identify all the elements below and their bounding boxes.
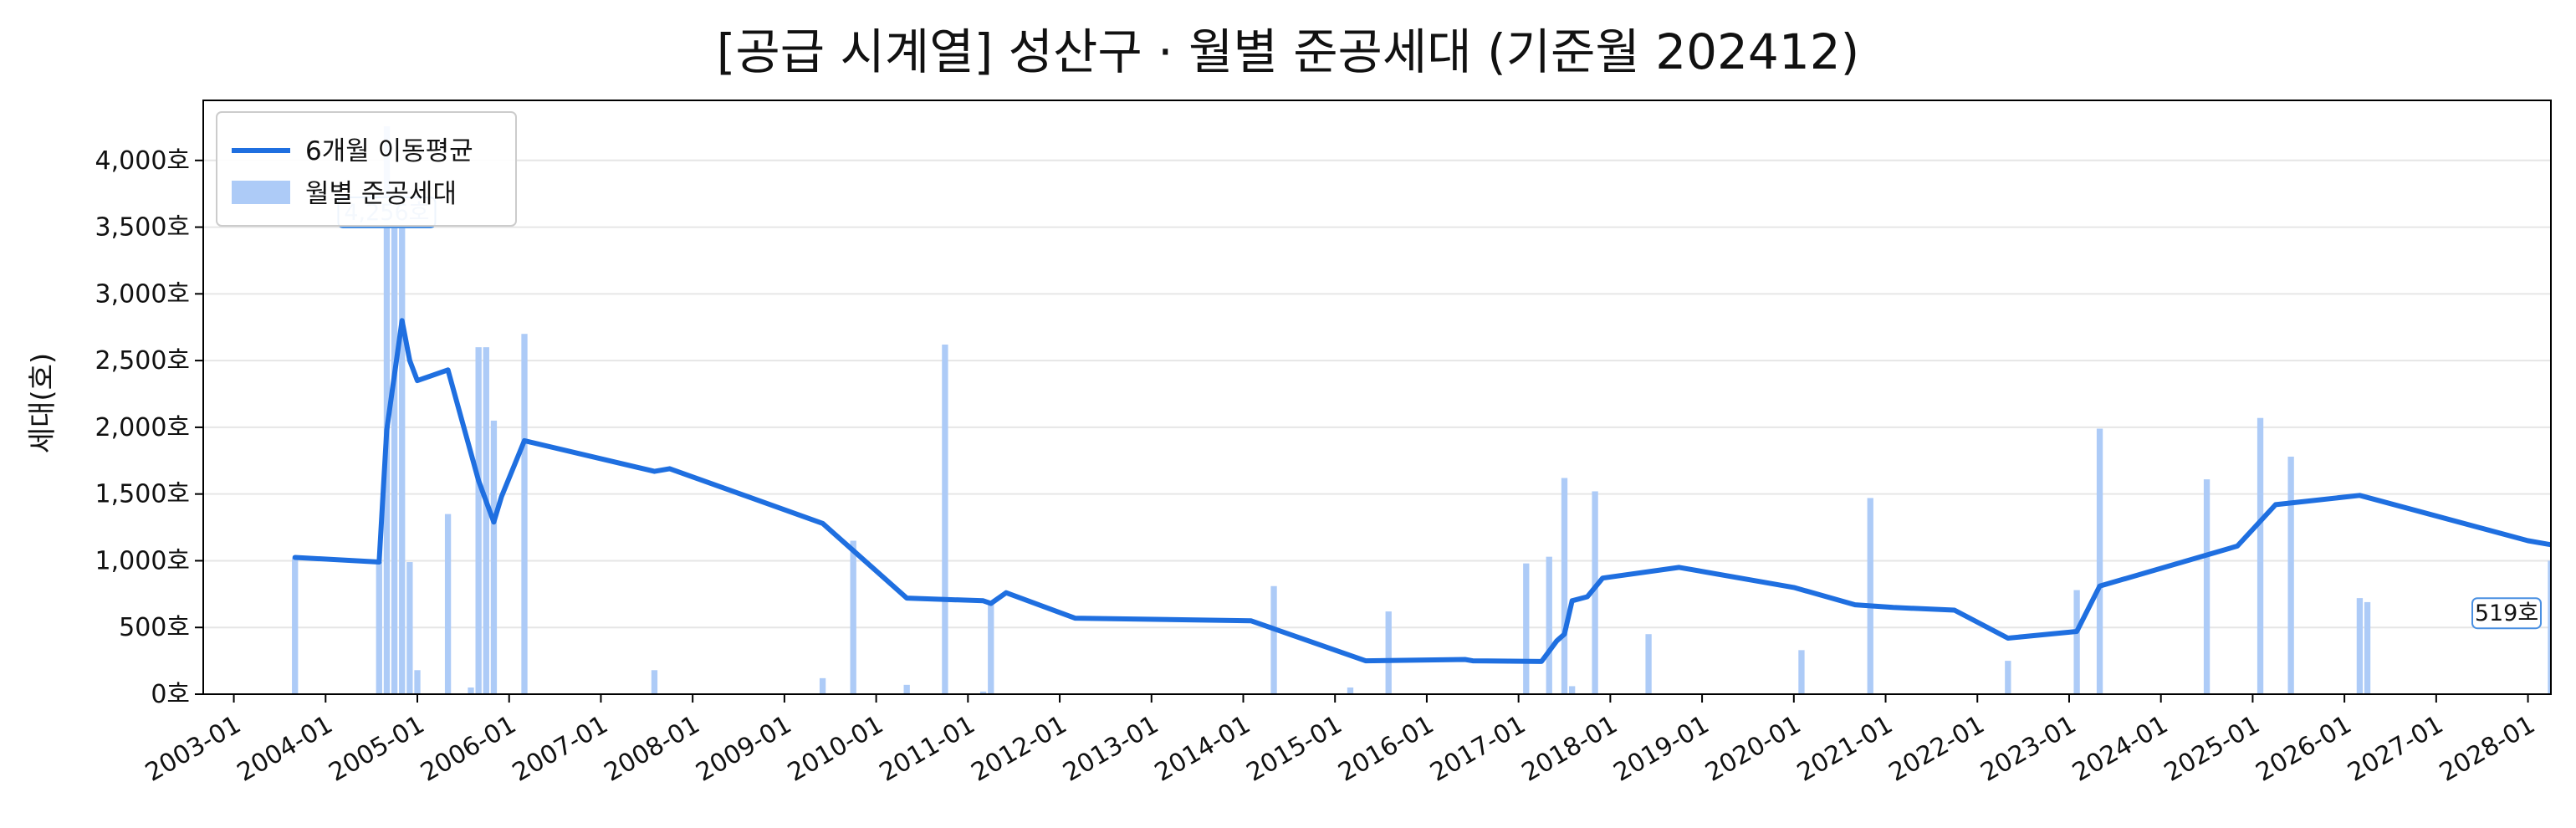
legend-box [216,111,517,227]
annotation-box [2471,597,2542,630]
x-tick-label: 2014-01 [1150,710,1255,788]
bar [903,684,910,694]
x-tick-label: 2026-01 [2251,710,2357,788]
y-tick-label: 500호 [119,613,190,642]
bar [1270,585,1277,694]
bar [1523,563,1530,694]
bar [1347,687,1354,694]
x-tick-label: 2020-01 [1700,710,1806,788]
bar [444,514,452,694]
x-tick-label: 2015-01 [1242,710,1347,788]
bar [1561,478,1568,694]
y-tick-label: 3,000호 [95,279,190,309]
bar [2096,428,2103,694]
bar [850,540,856,694]
bar [490,420,498,694]
bar [1645,634,1652,694]
x-tick-label: 2011-01 [875,710,980,788]
bar [406,562,413,694]
bar [2257,417,2264,694]
annotations: 4,256호519호 [337,197,2542,630]
y-tick-label: 2,000호 [95,413,190,442]
x-tick-label: 2012-01 [966,710,1071,788]
bar-series [292,125,2551,694]
bar [475,347,482,694]
bar [988,603,994,694]
legend-bar-swatch [232,181,290,204]
bar [2356,598,2364,694]
bar [1568,686,1576,694]
bar [383,125,391,694]
y-axis-label: 세대(호) [26,353,59,453]
x-tick-label: 2019-01 [1609,710,1715,788]
moving-average-line [292,318,2551,664]
bar [2005,661,2011,694]
x-tick-label: 2005-01 [324,710,429,788]
bar [1798,650,1805,694]
plot-frame [202,100,2552,695]
x-tick-label: 2027-01 [2343,710,2448,788]
bar [942,344,948,694]
x-tick-label: 2008-01 [600,710,705,788]
bar [1385,611,1392,694]
bar [1592,491,1598,694]
bar [1867,498,1873,694]
x-tick-label: 2004-01 [233,710,338,788]
x-tick-label: 2024-01 [2067,710,2173,788]
bar [414,670,421,694]
bar [2548,560,2551,694]
y-tick-label: 1,500호 [95,480,190,509]
x-tick-label: 2023-01 [1975,710,2081,788]
x-tick-label: 2007-01 [508,710,613,788]
bar [521,334,528,694]
x-tick-label: 2021-01 [1792,710,1898,788]
bar [819,677,826,694]
legend-label-line: 6개월 이동평균 [305,136,473,166]
annotation-label: 519호 [2475,601,2538,626]
y-tick-label: 0호 [151,680,190,709]
x-tick-label: 2028-01 [2435,710,2540,788]
x-tick-label: 2016-01 [1333,710,1439,788]
bar [979,691,987,694]
x-tick-label: 2009-01 [691,710,796,788]
bar [2364,601,2371,694]
bar [2203,479,2211,694]
y-tick-label: 1,000호 [95,546,190,575]
bar [468,687,474,694]
y-tick-label: 4,000호 [95,146,190,176]
bar [483,347,489,694]
bar [651,670,658,694]
bar [1546,556,1552,694]
gridlines [203,159,2551,695]
x-tick-label: 2025-01 [2159,710,2265,788]
x-tick-label: 2006-01 [416,710,521,788]
x-tick-label: 2017-01 [1425,710,1531,788]
bar [2287,457,2294,694]
y-tick-label: 3,500호 [95,213,190,243]
bar [292,558,299,694]
y-tick-label: 2,500호 [95,346,190,376]
x-tick-label: 2003-01 [141,710,246,788]
x-tick-label: 2013-01 [1058,710,1163,788]
legend-label-bar: 월별 준공세대 [305,179,457,209]
bar [391,227,398,694]
chart-title: [공급 시계열] 성산구 · 월별 준공세대 (기준월 202412) [717,23,1860,80]
x-tick-label: 2018-01 [1517,710,1623,788]
x-tick-label: 2022-01 [1884,710,1990,788]
bar [376,562,382,694]
bar [2073,590,2080,694]
bar [399,227,406,694]
x-tick-label: 2010-01 [783,710,888,788]
line-series [292,318,2551,664]
